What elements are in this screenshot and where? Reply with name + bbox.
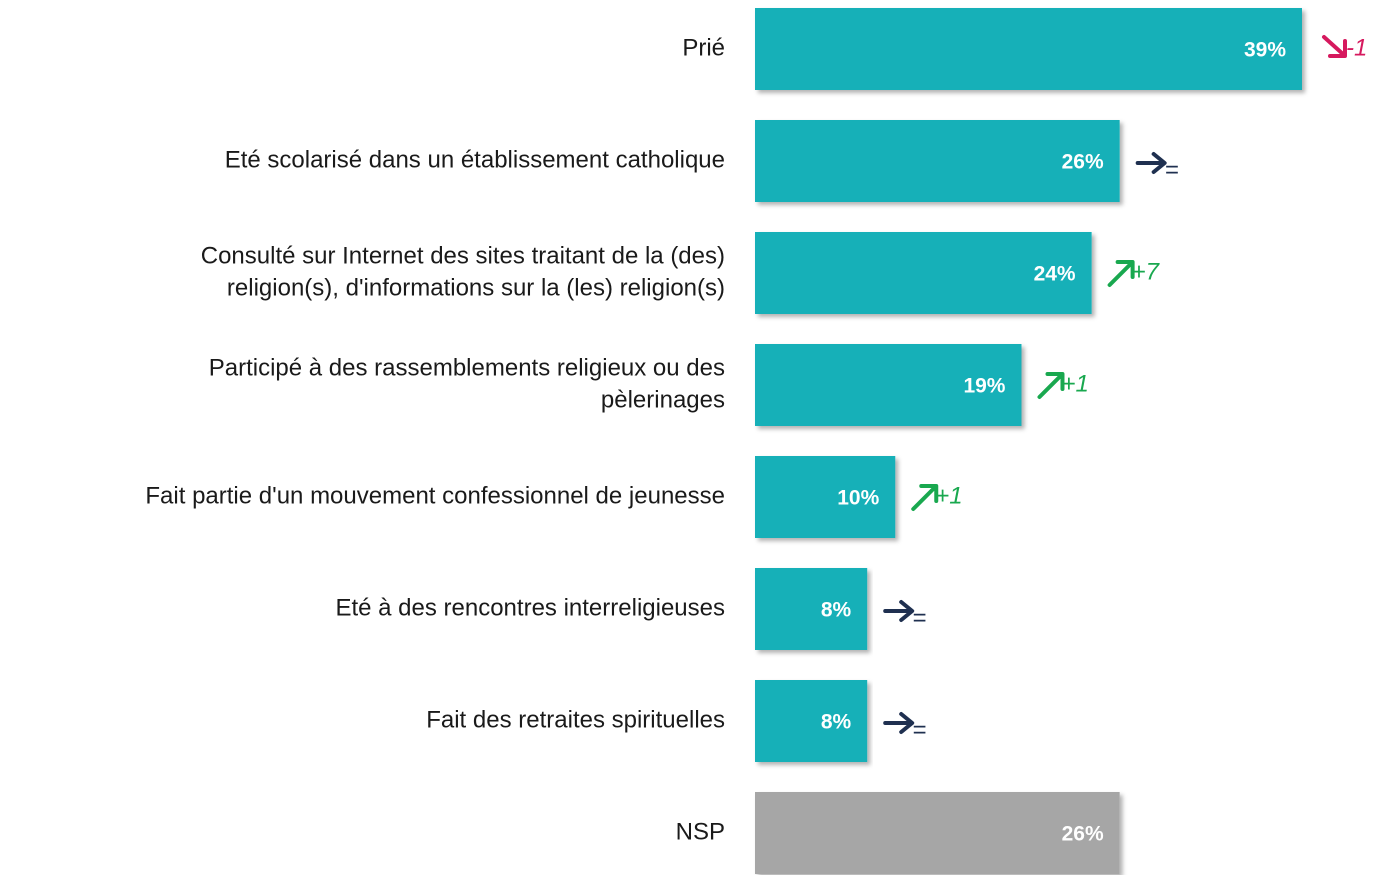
trend-arrow (1037, 372, 1065, 399)
category-label: Fait des retraites spirituelles (426, 706, 725, 733)
trend-arrow (1322, 35, 1347, 58)
category-label: Eté à des rencontres interreligieuses (335, 594, 725, 621)
trend-arrow (1135, 152, 1167, 174)
bar (755, 344, 1022, 426)
change-label: +1 (935, 482, 962, 509)
change-label: +7 (1132, 258, 1161, 285)
category-label: pèlerinages (601, 386, 725, 413)
category-label: religion(s), d'informations sur la (les)… (227, 274, 725, 301)
change-label: = (912, 604, 926, 631)
value-label: 24% (1034, 263, 1076, 286)
bar (755, 120, 1120, 202)
trend-arrow (1107, 260, 1135, 287)
value-label: 10% (837, 487, 879, 510)
value-label: 39% (1244, 39, 1286, 62)
category-label: NSP (676, 818, 725, 845)
bar (755, 8, 1302, 90)
bar (755, 568, 868, 650)
bar (755, 680, 868, 762)
trend-arrow (911, 484, 939, 511)
category-label: Fait partie d'un mouvement confessionnel… (145, 482, 725, 509)
change-label: = (1165, 156, 1179, 183)
value-label: 8% (821, 711, 852, 734)
change-label: -1 (1346, 34, 1367, 61)
change-label: = (912, 716, 926, 743)
value-label: 26% (1062, 151, 1104, 174)
value-label: 26% (1062, 823, 1104, 846)
trend-arrow (883, 712, 915, 734)
value-label: 19% (963, 375, 1005, 398)
category-label: Consulté sur Internet des sites traitant… (201, 242, 725, 269)
bar (755, 232, 1092, 314)
category-label: Eté scolarisé dans un établissement cath… (225, 146, 725, 173)
change-label: +1 (1061, 370, 1088, 397)
trend-arrow (883, 600, 915, 622)
bar (755, 792, 1120, 874)
value-label: 8% (821, 599, 852, 622)
category-label: Participé à des rassemblements religieux… (209, 354, 725, 381)
bar (755, 456, 896, 538)
category-label: Prié (682, 34, 725, 61)
